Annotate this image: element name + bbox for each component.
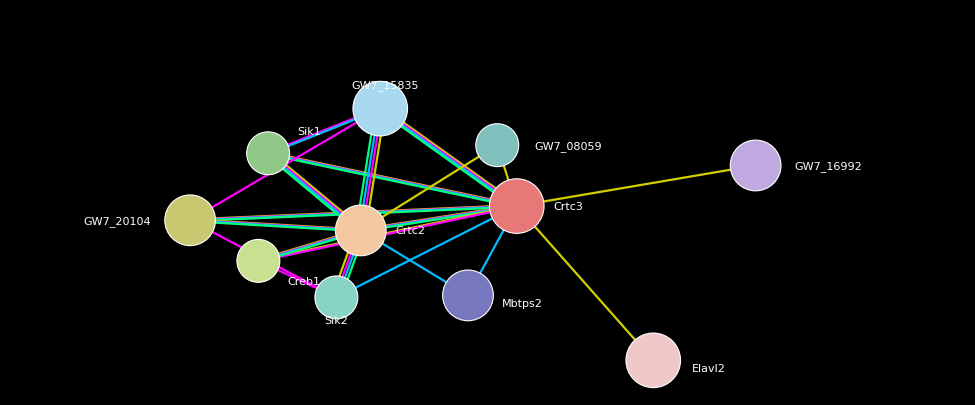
- Text: Crtc3: Crtc3: [554, 202, 584, 211]
- Text: Mbtps2: Mbtps2: [502, 299, 543, 309]
- Ellipse shape: [353, 82, 408, 136]
- Ellipse shape: [247, 132, 290, 175]
- Text: GW7_08059: GW7_08059: [534, 141, 602, 151]
- Text: Elavl2: Elavl2: [692, 364, 726, 373]
- Ellipse shape: [237, 240, 280, 283]
- Text: GW7_20104: GW7_20104: [84, 215, 151, 226]
- Text: Creb1: Creb1: [288, 277, 321, 286]
- Ellipse shape: [476, 124, 519, 167]
- Ellipse shape: [730, 141, 781, 191]
- Ellipse shape: [489, 179, 544, 234]
- Text: GW7_16992: GW7_16992: [795, 161, 862, 171]
- Ellipse shape: [626, 333, 681, 388]
- Text: GW7_15835: GW7_15835: [351, 80, 419, 90]
- Text: Sik1: Sik1: [297, 127, 321, 136]
- Ellipse shape: [443, 271, 493, 321]
- Ellipse shape: [165, 196, 215, 246]
- Ellipse shape: [335, 206, 386, 256]
- Text: Sik2: Sik2: [325, 315, 348, 325]
- Ellipse shape: [315, 276, 358, 319]
- Text: Crtc2: Crtc2: [395, 226, 425, 236]
